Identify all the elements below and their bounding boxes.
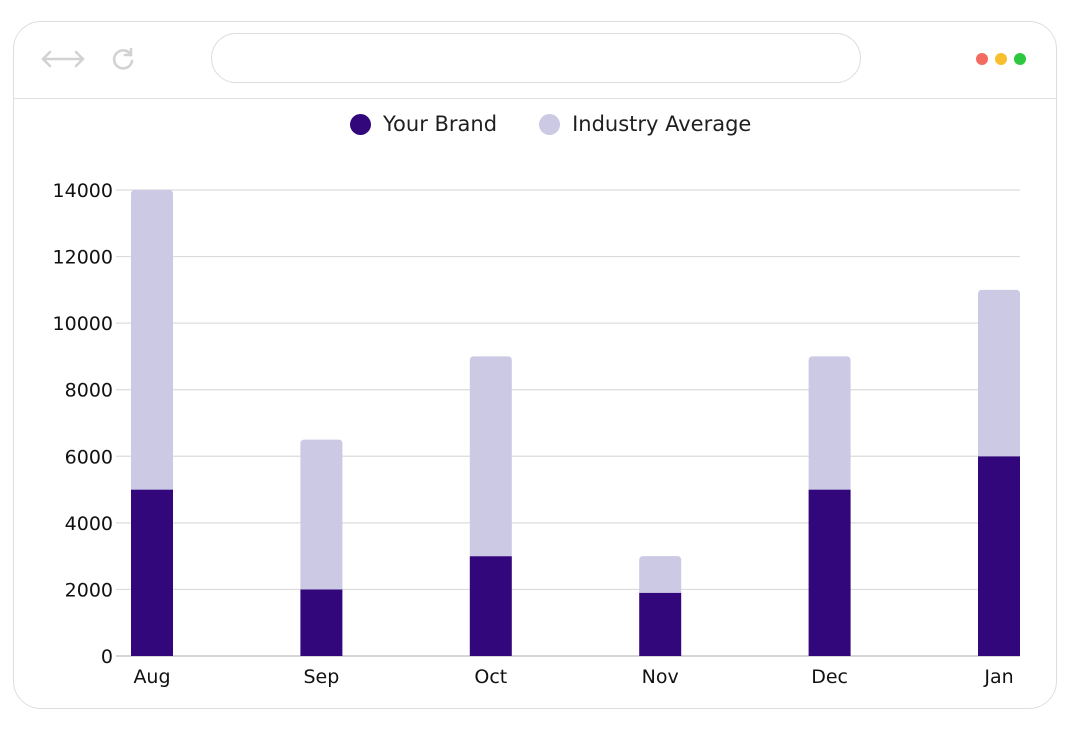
bar-segment	[469, 556, 512, 656]
bar-segment	[978, 289, 1020, 457]
maximize-window-dot[interactable]	[1014, 53, 1026, 65]
y-tick-label: 8000	[65, 380, 113, 402]
legend-item-industry-average: Industry Average	[539, 112, 751, 136]
legend-label-your-brand: Your Brand	[383, 112, 498, 136]
x-tick-label: Dec	[811, 666, 848, 688]
y-tick-label: 12000	[53, 247, 113, 269]
minimize-window-dot[interactable]	[995, 53, 1007, 65]
bar-segment	[639, 592, 682, 656]
close-window-dot[interactable]	[976, 53, 988, 65]
legend-swatch-industry-average	[539, 113, 561, 135]
bar-segment	[808, 356, 851, 490]
y-tick-label: 2000	[65, 579, 113, 601]
bar-segment	[300, 439, 343, 590]
legend-swatch-your-brand	[350, 113, 371, 135]
back-forward-arrows-icon[interactable]	[40, 46, 86, 72]
x-tick-label: Nov	[642, 666, 679, 688]
legend-label-industry-average: Industry Average	[572, 112, 752, 136]
bar-segment	[300, 589, 343, 656]
bar-segment	[978, 456, 1020, 656]
bar-segment	[131, 190, 173, 490]
x-tick-label: Jan	[983, 666, 1013, 688]
bar-segment	[808, 489, 851, 656]
reload-icon[interactable]	[110, 46, 136, 72]
browser-window	[13, 21, 1057, 709]
bar-segment	[131, 489, 173, 656]
chart-legend: Your Brand Industry Average	[350, 112, 793, 136]
y-tick-label: 14000	[53, 180, 113, 202]
x-tick-label: Sep	[303, 666, 339, 688]
y-tick-label: 10000	[53, 313, 113, 335]
x-tick-label: Oct	[474, 666, 507, 688]
bar-segment	[469, 356, 512, 557]
browser-toolbar	[14, 22, 1056, 99]
y-tick-label: 0	[101, 646, 113, 668]
x-tick-label: Aug	[133, 666, 170, 688]
legend-item-your-brand: Your Brand	[350, 112, 497, 136]
y-tick-label: 4000	[65, 513, 113, 535]
bar-segment	[639, 556, 682, 593]
y-tick-label: 6000	[65, 446, 113, 468]
window-controls	[976, 53, 1026, 65]
address-bar[interactable]	[211, 33, 861, 83]
